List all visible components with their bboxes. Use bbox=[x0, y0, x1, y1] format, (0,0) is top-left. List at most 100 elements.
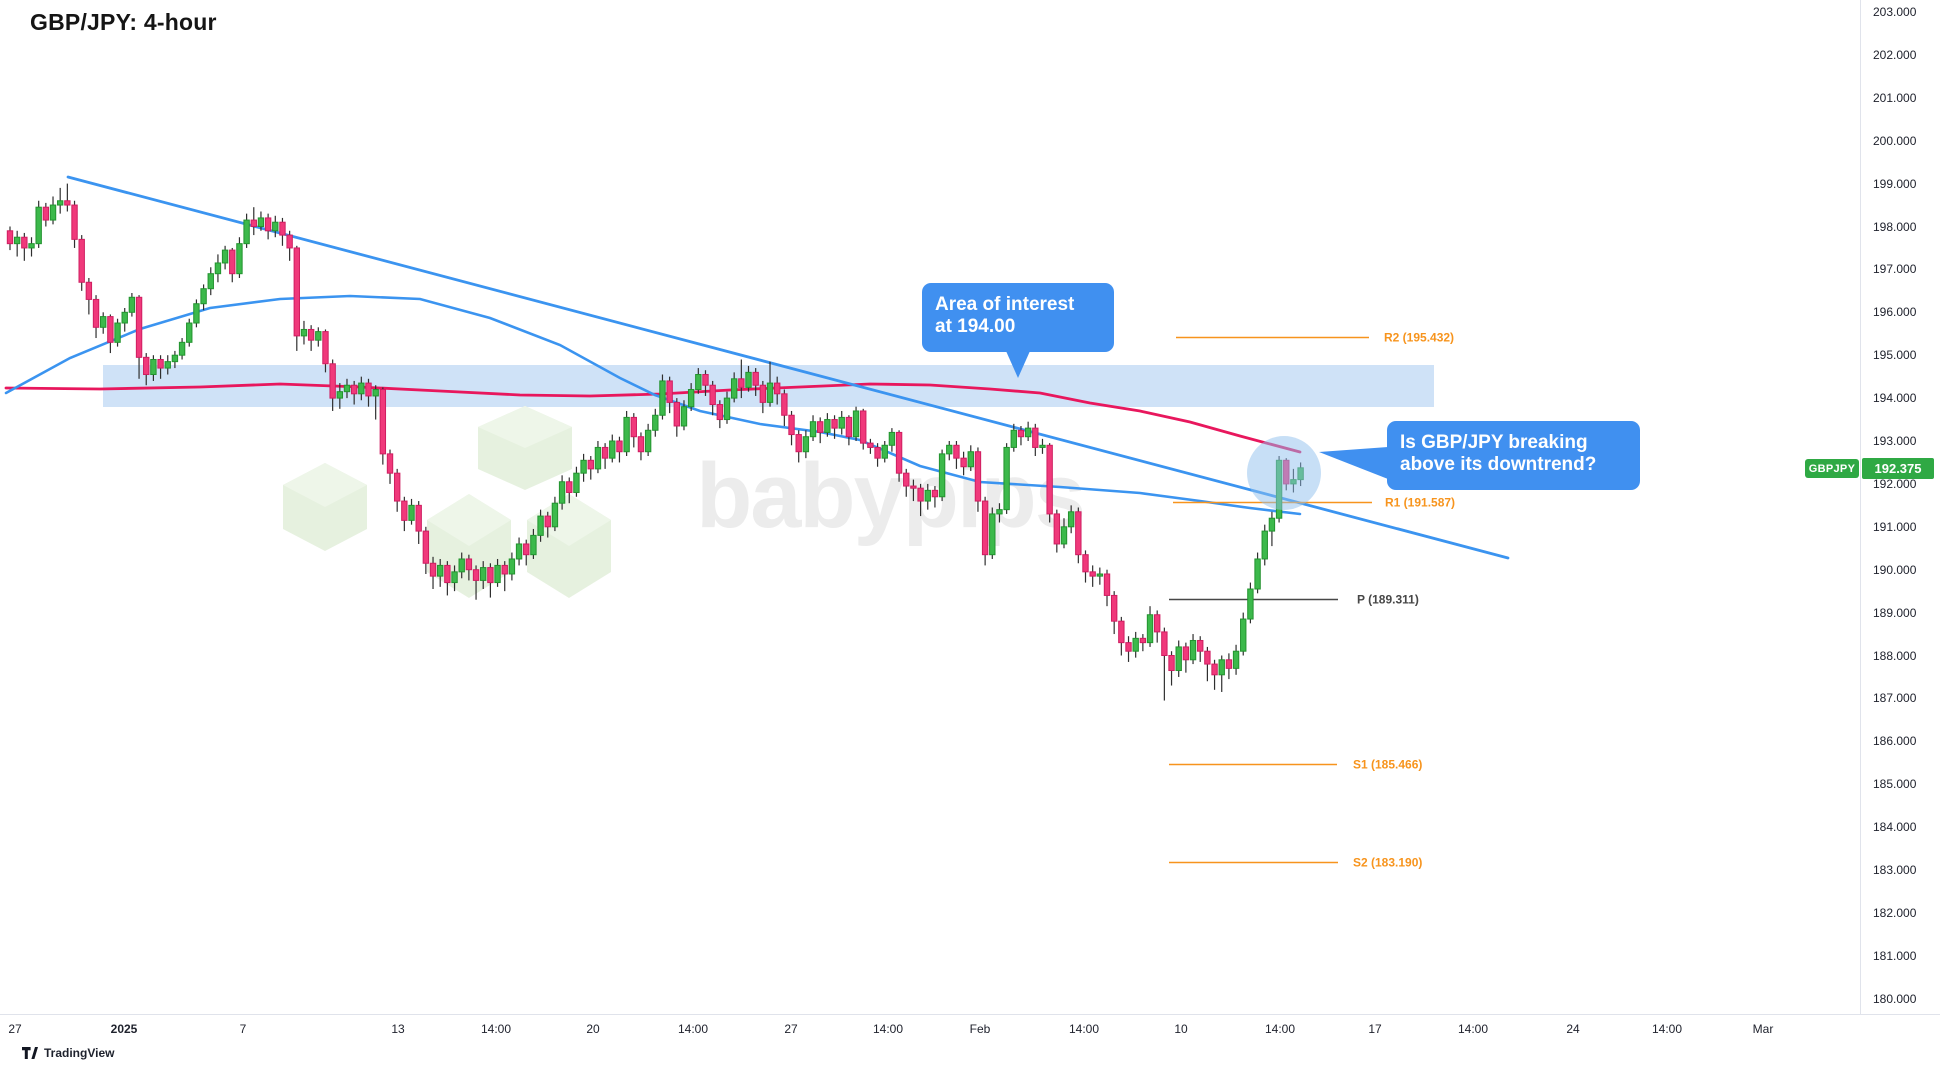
candle bbox=[773, 376, 781, 405]
candle-body bbox=[393, 472, 401, 502]
candle bbox=[379, 387, 387, 465]
candle-body bbox=[13, 236, 21, 245]
candle bbox=[989, 507, 996, 559]
candle-body bbox=[1067, 511, 1075, 528]
annotation-bubble-area-of-interest[interactable]: Area of interest at 194.00 bbox=[922, 283, 1114, 378]
tradingview-attribution-label: TradingView bbox=[44, 1046, 115, 1060]
candle bbox=[157, 355, 164, 379]
candle bbox=[1204, 646, 1211, 682]
candle bbox=[128, 292, 136, 317]
candle-body bbox=[221, 249, 229, 264]
candle-body bbox=[128, 296, 136, 313]
candle bbox=[64, 183, 71, 212]
candle bbox=[372, 385, 379, 420]
candle-body bbox=[644, 429, 652, 453]
candle bbox=[164, 355, 171, 375]
candle bbox=[573, 466, 580, 497]
watermark-text: babypips bbox=[696, 445, 1084, 547]
symbol-badge[interactable]: GBPJPY bbox=[1805, 459, 1859, 478]
candle-body bbox=[515, 543, 523, 560]
candle-body bbox=[953, 444, 960, 459]
candle bbox=[594, 441, 602, 474]
last-price-flag[interactable]: 192.375 bbox=[1862, 458, 1934, 479]
candle-body bbox=[1132, 637, 1139, 652]
candle-body bbox=[415, 504, 422, 532]
candle bbox=[1003, 443, 1010, 514]
candle bbox=[171, 350, 179, 369]
candle-body bbox=[472, 569, 480, 581]
candle-body bbox=[1168, 655, 1175, 672]
candle-body bbox=[1075, 511, 1082, 556]
candle-body bbox=[967, 451, 974, 468]
price-axis[interactable]: 203.000 202.000 201.000 200.000 199.000 198.0… bbox=[1860, 0, 1940, 1014]
candle bbox=[329, 359, 336, 411]
watermark-cube-top-face bbox=[427, 494, 511, 546]
candle-body bbox=[85, 281, 93, 300]
candle bbox=[236, 237, 243, 278]
candle bbox=[551, 496, 559, 532]
candle bbox=[487, 563, 494, 598]
pivot-label-P: P (189.311) bbox=[1357, 593, 1419, 607]
candle-body bbox=[322, 331, 329, 365]
candle bbox=[630, 413, 637, 448]
candle bbox=[946, 441, 953, 461]
candle bbox=[386, 449, 394, 484]
candle bbox=[429, 556, 437, 590]
candle-body bbox=[429, 562, 437, 577]
candle bbox=[666, 376, 673, 414]
candle bbox=[1032, 423, 1039, 457]
candle bbox=[1189, 634, 1197, 665]
candle-body bbox=[1060, 526, 1068, 545]
candle-body bbox=[594, 446, 602, 470]
candle-body bbox=[903, 472, 910, 487]
candle-body bbox=[609, 440, 616, 459]
candle bbox=[186, 318, 193, 347]
candle-body bbox=[372, 389, 379, 397]
candle bbox=[1110, 591, 1118, 635]
candle bbox=[1075, 507, 1082, 564]
candle-body bbox=[279, 221, 286, 236]
price-tick-label: 198.000 bbox=[1873, 219, 1917, 234]
candle-body bbox=[838, 416, 845, 429]
candle bbox=[759, 380, 767, 414]
candlestick-series[interactable] bbox=[6, 183, 1304, 701]
candle-body bbox=[1240, 618, 1247, 652]
candle bbox=[221, 245, 229, 270]
candle bbox=[981, 496, 989, 566]
bubble-line: above its downtrend? bbox=[1400, 454, 1597, 475]
candle bbox=[609, 434, 616, 463]
candle-body bbox=[193, 303, 200, 324]
candle bbox=[623, 410, 630, 457]
candle bbox=[200, 284, 207, 311]
candle bbox=[1060, 518, 1068, 549]
candle bbox=[100, 312, 107, 334]
time-tick-label: 7 bbox=[239, 1022, 247, 1036]
candle-body bbox=[214, 262, 222, 275]
candle-body bbox=[1017, 429, 1025, 438]
candle bbox=[860, 408, 867, 450]
price-tick-label: 196.000 bbox=[1873, 305, 1917, 320]
candle-body bbox=[1089, 571, 1096, 577]
time-tick-label: 14:00 bbox=[872, 1022, 904, 1036]
candle bbox=[802, 430, 810, 459]
time-axis[interactable]: 27 2025 7 13 14:00 20 14:00 27 14:00 Feb 14:00 10 14… bbox=[0, 1014, 1940, 1043]
candle bbox=[13, 230, 21, 257]
candle-body bbox=[537, 515, 544, 536]
candle-body bbox=[257, 217, 265, 227]
candle-body bbox=[852, 410, 860, 438]
candle-body bbox=[365, 382, 372, 397]
candle bbox=[874, 443, 881, 467]
breakout-highlight-circle[interactable] bbox=[1247, 436, 1321, 510]
candle-body bbox=[616, 440, 623, 453]
candle bbox=[85, 277, 93, 315]
candle bbox=[444, 561, 451, 596]
candle bbox=[1154, 610, 1161, 643]
tradingview-attribution[interactable]: TradingView bbox=[22, 1046, 114, 1060]
time-tick-label: 17 bbox=[1368, 1022, 1382, 1036]
candle-body bbox=[458, 558, 465, 573]
candle-body bbox=[64, 200, 71, 206]
candle bbox=[1161, 627, 1168, 701]
candle-body bbox=[895, 431, 903, 474]
annotation-bubble-downtrend-question[interactable]: Is GBP/JPY breaking above its downtrend? bbox=[1319, 421, 1640, 490]
